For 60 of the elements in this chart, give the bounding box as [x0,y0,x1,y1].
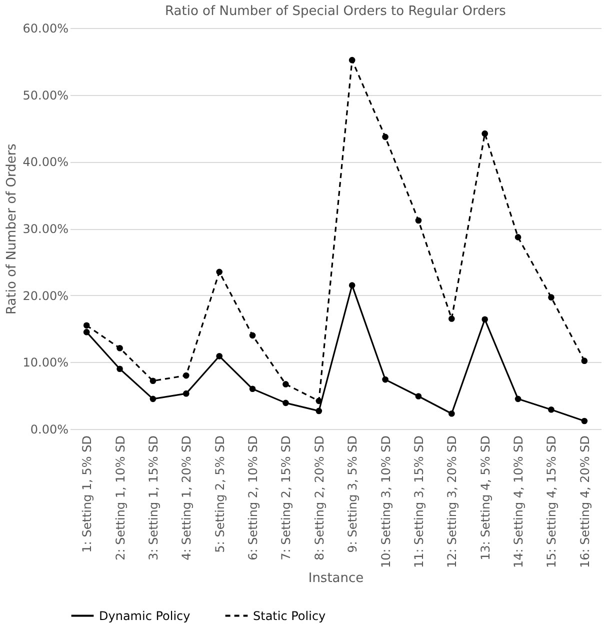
point [150,378,156,384]
point [382,134,388,140]
x-tick-label: 15: Setting 4, 15% SD [544,436,559,568]
y-tick-label: 60.00% [22,22,68,36]
point [348,56,356,64]
point [116,366,123,372]
point [482,316,488,323]
point [83,322,90,329]
point [83,328,90,336]
point [182,372,190,379]
point [249,332,256,339]
point [415,217,422,224]
point [249,386,256,392]
point [216,268,223,276]
point [150,396,156,402]
point [448,316,455,322]
point [182,390,190,397]
point [581,418,588,424]
x-tick-label: 6: Setting 2, 10% SD [246,436,260,560]
y-tick-label: 0.00% [30,422,68,436]
point [316,398,322,404]
x-tick-label: 14: Setting 4, 10% SD [512,436,526,568]
x-tick-label: 16: Setting 4, 20% SD [578,436,592,568]
point [581,358,588,364]
chart-title: Ratio of Number of Special Orders to Regular Orders [165,4,506,19]
point [514,396,522,402]
point [282,400,289,406]
x-tick-label: 2: Setting 1, 10% SD [113,436,128,560]
x-tick-label: 9: Setting 3, 5% SD [346,436,360,553]
point [316,408,322,414]
y-tick-label: 40.00% [22,155,68,170]
point [282,381,289,388]
y-tick-label: 10.00% [22,356,68,370]
point [548,294,554,300]
x-tick-label: 11: Setting 3, 15% SD [412,436,426,568]
y-tick-label: 50.00% [22,88,68,102]
x-tick-label: 10: Setting 3, 10% SD [378,436,393,568]
y-tick-label: 20.00% [22,288,68,303]
y-tick-label: 30.00% [22,222,68,236]
point [514,234,522,240]
legend-label: Dynamic Policy [99,608,190,623]
point [382,376,388,383]
point [216,352,223,360]
x-tick-label: 7: Setting 2, 15% SD [279,436,294,560]
point [548,406,554,413]
legend-label: Static Policy [253,608,326,623]
point [482,130,488,137]
point [116,344,123,352]
point [448,410,455,417]
x-tick-label: 1: Setting 1, 5% SD [80,436,94,553]
x-tick-label: 13: Setting 4, 5% SD [478,436,492,560]
x-tick-label: 5: Setting 2, 5% SD [212,436,227,553]
x-tick-label: 4: Setting 1, 20% SD [180,436,194,560]
point [415,393,422,400]
point [348,282,356,288]
x-tick-label: 3: Setting 1, 15% SD [146,436,160,560]
x-tick-label: 12: Setting 3, 20% SD [445,436,460,568]
y-axis-title: Ratio of Number of Orders [4,143,20,314]
x-tick-label: 8: Setting 2, 20% SD [312,436,326,560]
x-axis-title: Instance [308,571,364,586]
